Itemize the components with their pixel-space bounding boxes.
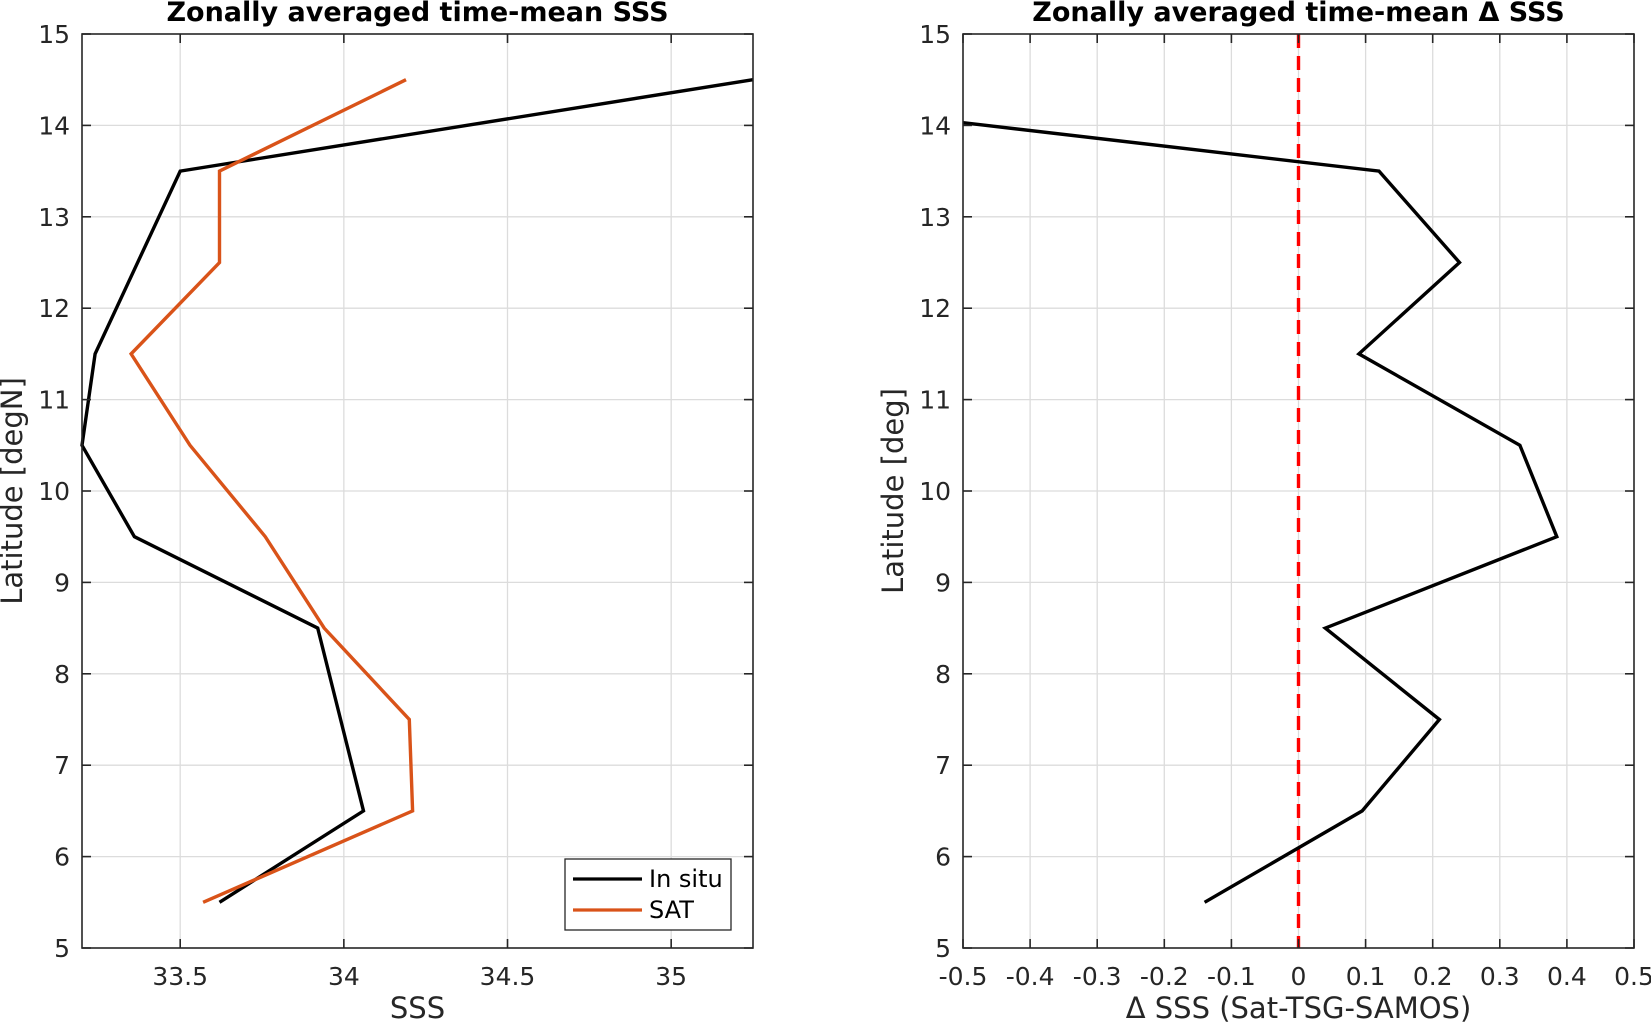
chart-title: Zonally averaged time-mean SSS [166,0,668,28]
y-tick-label: 11 [919,386,951,415]
y-tick-label: 8 [935,660,951,689]
x-tick-label: 33.5 [152,962,208,991]
delta-sss-panel: -0.5 -0.4 -0.3 -0.2 -0.1 0 0.1 0.2 0.3 0.4 0.5 5 6 7 8… [876,0,1651,1025]
x-tick-label: 35 [655,962,687,991]
series-line-in-situ [80,78,754,904]
y-tick-label: 7 [54,751,70,780]
legend-label-sat: SAT [649,896,694,924]
y-tick-label: 8 [54,660,70,689]
y-axis-label: Latitude [deg] [876,388,910,594]
legend: In situ SAT [564,858,732,931]
x-tick-label: -0.1 [1207,962,1256,991]
x-tick-label: 0.4 [1547,962,1587,991]
y-tick-label: 12 [38,294,70,323]
y-tick-label: 5 [54,934,70,963]
y-tick-label: 10 [919,477,951,506]
y-tick-label: 11 [38,386,70,415]
y-tick-label: 14 [38,111,70,140]
x-tick-label: 0.3 [1480,962,1520,991]
legend-box [564,858,732,931]
y-tick-label: 13 [38,203,70,232]
x-tick-label: 0.1 [1346,962,1386,991]
x-tick-label: 34.5 [480,962,536,991]
y-tick-label: 7 [935,751,951,780]
y-tick-label: 15 [919,20,951,49]
y-tick-label: 6 [935,843,951,872]
y-tick-label: 9 [54,568,70,597]
x-axis-label: Δ SSS (Sat-TSG-SAMOS) [1126,991,1472,1025]
x-axis-label: SSS [390,991,445,1025]
x-tick-label: 0.5 [1614,962,1651,991]
chart-title: Zonally averaged time-mean Δ SSS [1032,0,1564,28]
y-tick-label: 5 [935,934,951,963]
y-tick-label: 6 [54,843,70,872]
x-tick-label: -0.3 [1073,962,1122,991]
x-tick-label: 0.2 [1413,962,1453,991]
sss-panel: 33.5 34 34.5 35 5 6 7 8 9 10 11 12 13 14 15 Zonally av… [0,0,754,1025]
y-tick-label: 15 [38,20,70,49]
y-tick-label: 14 [919,111,951,140]
series-line-sat [128,78,415,904]
x-tick-label: 34 [328,962,360,991]
y-tick-label: 12 [919,294,951,323]
y-axis-label: Latitude [degN] [0,377,29,605]
x-tick-label: -0.5 [939,962,988,991]
y-tick-label: 10 [38,477,70,506]
x-tick-label: 0 [1291,962,1307,991]
y-tick-label: 13 [919,203,951,232]
legend-label-in-situ: In situ [649,865,723,893]
x-tick-label: -0.4 [1006,962,1055,991]
x-tick-label: -0.2 [1140,962,1189,991]
y-tick-label: 9 [935,568,951,597]
series-line [962,121,1560,904]
